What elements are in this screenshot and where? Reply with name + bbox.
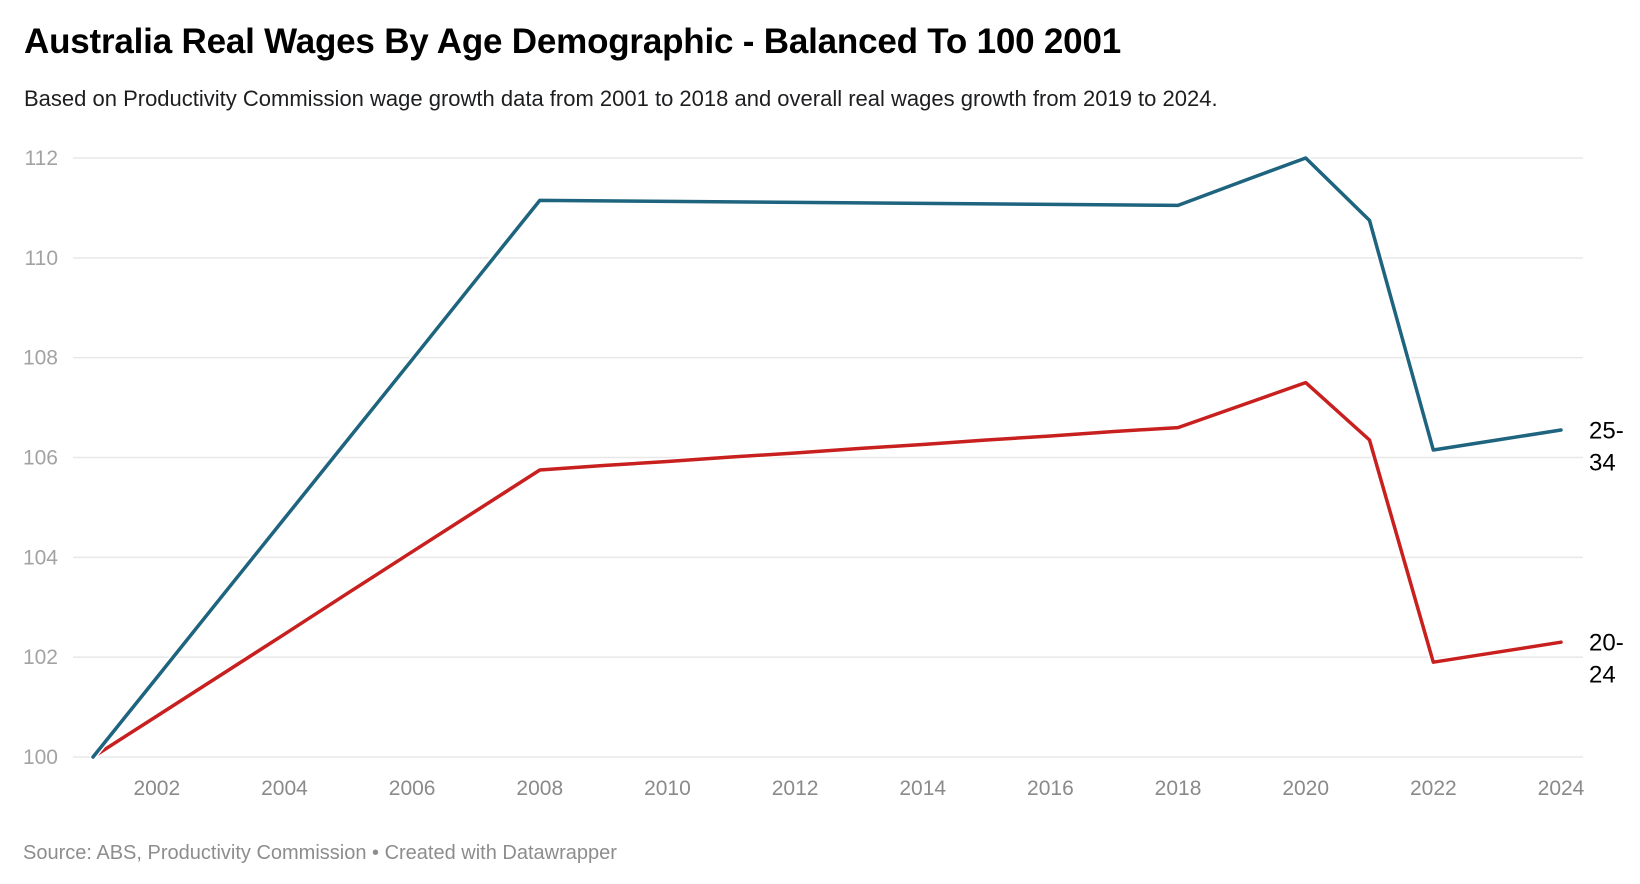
series-end-label-25-34: 25-	[1589, 418, 1624, 445]
chart-title: Australia Real Wages By Age Demographic …	[24, 22, 1121, 61]
y-axis-tick-label: 104	[23, 546, 58, 569]
x-axis-tick-label: 2002	[133, 777, 180, 800]
y-axis-tick-label: 112	[25, 147, 58, 170]
series-line-25-34	[91, 156, 1563, 759]
x-axis-tick-label: 2014	[899, 777, 946, 800]
x-axis-tick-label: 2010	[644, 777, 691, 800]
source-note: Source: ABS, Productivity Commission • C…	[23, 842, 617, 864]
x-axis-tick-label: 2024	[1538, 777, 1585, 800]
y-axis-tick-label: 106	[23, 447, 58, 470]
y-axis-tick-label: 102	[23, 646, 58, 669]
series-end-label-20-24: 20-	[1589, 630, 1624, 657]
x-axis-tick-label: 2008	[516, 777, 563, 800]
series-line-halo-20-24	[89, 379, 1565, 761]
series-line-20-24	[91, 380, 1563, 759]
x-axis-tick-label: 2006	[389, 777, 436, 800]
x-axis-tick-label: 2012	[772, 777, 819, 800]
series-end-label-25-34: 34	[1589, 450, 1616, 477]
x-axis-tick-label: 2004	[261, 777, 308, 800]
x-axis-tick-label: 2018	[1155, 777, 1202, 800]
y-axis-tick-label: 108	[23, 347, 58, 370]
x-axis-tick-label: 2022	[1410, 777, 1457, 800]
y-axis-tick-label: 100	[23, 746, 58, 769]
x-axis-tick-label: 2016	[1027, 777, 1074, 800]
x-axis-tick-label: 2020	[1282, 777, 1329, 800]
chart-subtitle: Based on Productivity Commission wage gr…	[24, 86, 1218, 111]
y-axis-tick-label: 110	[25, 247, 58, 270]
series-end-label-20-24: 24	[1589, 662, 1616, 689]
